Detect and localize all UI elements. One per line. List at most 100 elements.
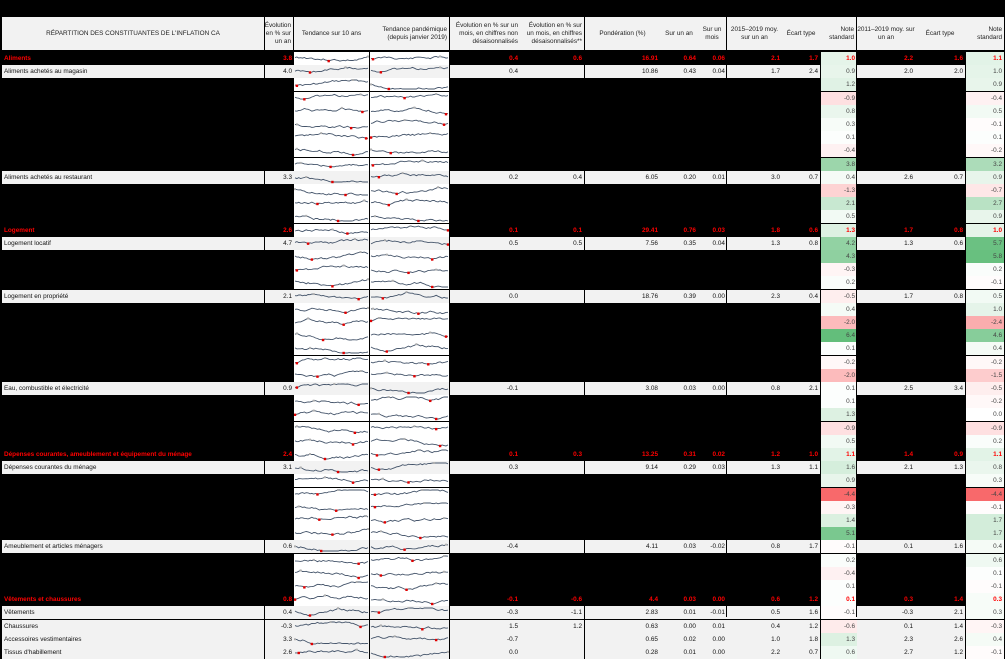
cell-cy: 0.39 [660,289,698,303]
sparkline-10y [294,157,369,171]
cell-sa [520,461,584,475]
sparkline-10y [294,474,369,488]
cell-w: 16.91 [642,55,658,62]
hidden-row: 4.3 5.8 [0,250,1005,263]
cell-a2: 1.7 [857,289,915,303]
cell-w: 9.14 [585,461,660,475]
zscore-cell: 1.6 [821,461,857,475]
sparkline-10y [294,566,369,580]
cell-sa [520,632,584,646]
table-row: Chaussures -0.3 1.5 1.2 0.63 0.00 0.01 0.4 1.2 0.… [0,619,1005,633]
sparkline-pandemic [370,606,449,620]
hidden-row: 0.2 0.6 [0,553,1005,567]
cell-yoy: 2.6 [265,646,294,659]
zscore-cell: -0.9 [821,91,857,105]
sparkline-10y [294,131,369,145]
cell-sa [520,646,584,659]
cell-yoy: 0.8 [283,596,292,604]
cell-s1: 2.4 [782,65,820,79]
sparkline-10y [294,527,369,541]
hidden-row: 0.5 0.9 [0,210,1005,224]
row-label: Vêtements [2,606,264,620]
hidden-row: -4.4 -4.4 [0,487,1005,501]
cell-yoy: 3.1 [265,461,294,475]
cell-cy: 0.00 [660,619,698,633]
zscore-cell: -0.1 [966,118,1004,131]
zscore-cell: 1.3 [821,223,857,237]
cell-cm: 0.00 [698,289,727,303]
hidden-row: 0.1 -0.2 [0,395,1005,409]
sparkline-pandemic [370,368,449,382]
cell-sa [520,289,584,303]
zscore-cell: -0.3 [821,263,857,277]
cell-a1: 1.2 [771,451,780,458]
zscore-cell: -0.5 [966,382,1004,395]
sparkline-pandemic [370,144,449,158]
sparkline-pandemic [370,223,449,237]
hidden-row: -2.0 -2.4 [0,316,1005,329]
cell-nsa: 1.5 [450,619,520,633]
cell-s1: 1.2 [782,619,820,633]
cell-s1: 1.0 [809,451,818,458]
sparkline-10y [294,355,369,369]
zscore-cell: 0.1 [966,566,1004,580]
cell-w: 13.25 [642,451,658,458]
cell-s1: 1.7 [782,540,820,554]
row-label: Eau, combustible et électricité [2,382,264,395]
cell-a2: 2.6 [857,170,915,184]
sparkline-10y [294,65,369,79]
cell-sa [520,382,584,395]
hidden-row: 0.4 1.0 [0,302,1005,316]
sparkline-pandemic [370,408,449,422]
cell-s2: 2.1 [915,606,965,620]
header-sd-2011-2019: Écart type [915,17,965,50]
sparkline-10y [294,78,369,92]
zscore-cell: 0.9 [821,474,857,488]
zscore-cell: -2.4 [966,316,1004,329]
cell-s1: 1.2 [809,596,818,604]
zscore-cell: -0.1 [966,580,1004,593]
row-label: Aliments [4,55,31,62]
cell-s1: 1.1 [782,461,820,475]
hidden-row: 2.1 2.7 [0,197,1005,211]
sparkline-pandemic [370,91,449,105]
zscore-cell: 0.1 [821,580,857,593]
cell-a2: 1.4 [904,451,913,458]
cell-cy: 0.31 [683,451,696,458]
hidden-row: -0.3 0.2 [0,263,1005,277]
cell-cy: 0.03 [683,596,696,604]
cell-cm: 0.03 [698,461,727,475]
zscore-cell: -0.7 [966,184,1004,197]
cell-sa: 0.6 [573,55,582,62]
hidden-row: 1.3 0.0 [0,408,1005,422]
sparkline-pandemic [370,52,449,65]
zscore-cell: 0.5 [966,289,1004,303]
cell-s2: 1.4 [954,596,963,604]
header-contrib-mom: Sur un mois [698,17,726,50]
cell-w: 10.86 [585,65,660,79]
zscore-cell: -0.1 [821,540,857,554]
cell-nsa: -0.1 [450,382,520,395]
cell-nsa: 0.4 [509,55,518,62]
zscore-cell: -0.1 [966,646,1004,659]
table-row: Eau, combustible et électricité 0.9 -0.1 3.… [0,382,1005,395]
column-divider [449,17,450,617]
row-label: Logement [4,226,35,234]
category-row: Aliments 3.8 0.4 0.6 16.91 0.64 0.06 2.1 1.7 2.2 1… [0,52,1005,65]
zscore-cell: -0.4 [821,144,857,158]
cell-a2: 2.5 [857,382,915,395]
sparkline-pandemic [370,170,449,184]
cell-nsa: 0.2 [450,170,520,184]
cell-cy: 0.29 [660,461,698,475]
cell-cy: 0.02 [660,632,698,646]
cell-a2: 2.3 [857,632,915,646]
cell-s1: 0.4 [782,289,820,303]
cell-yoy: 4.7 [265,236,294,250]
column-divider [584,17,585,617]
zscore-cell: 1.3 [821,632,857,646]
zscore-cell: 0.9 [966,78,1004,92]
zscore-cell: -0.1 [821,606,857,620]
header-weight: Pondération (%) [585,17,660,50]
cell-w: 0.65 [585,632,660,646]
